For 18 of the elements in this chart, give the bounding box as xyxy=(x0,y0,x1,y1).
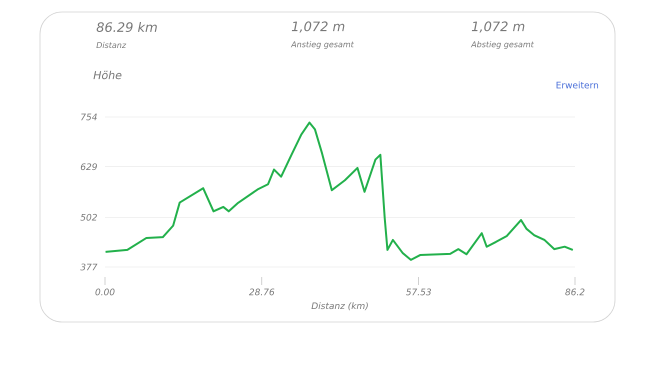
text: Anstieg gesamt xyxy=(290,41,354,49)
x-tick-label: 57.53 xyxy=(406,288,431,296)
y-tick-label: 502 xyxy=(80,214,97,221)
text: 1,072 m xyxy=(472,21,524,33)
x-tick-label: 0.00 xyxy=(95,288,115,296)
text: Erweitern xyxy=(556,82,598,88)
x-axis-title: Distanz (km) xyxy=(312,302,368,310)
y-tick-label: 754 xyxy=(81,114,97,120)
y-axis-title: Höhe xyxy=(94,70,122,80)
text: 86.29 km xyxy=(96,22,157,32)
text: Distanz xyxy=(96,42,126,48)
x-tick-label: 28.76 xyxy=(248,288,274,296)
line-series xyxy=(104,122,574,261)
y-tick-label: 377 xyxy=(80,264,98,270)
y-tick-label: 629 xyxy=(80,163,97,170)
x-tick-label: 86.2 xyxy=(565,288,584,296)
text: 1,072 m xyxy=(292,21,344,33)
text: Abstieg gesamt xyxy=(470,41,534,49)
